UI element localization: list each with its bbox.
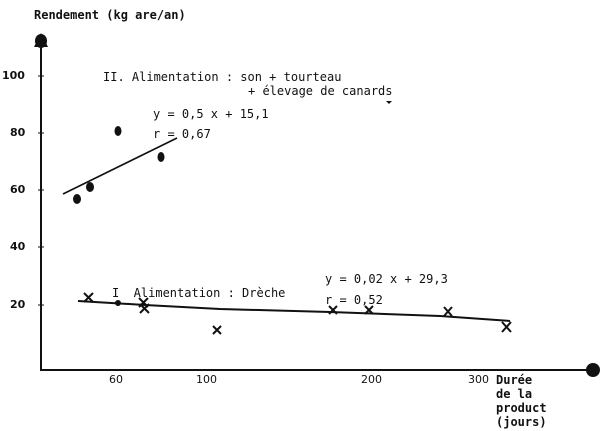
x-axis-title-line-1: Durée	[496, 373, 533, 387]
x-tick-300: 300	[468, 373, 489, 386]
y-tick-20: 20	[10, 298, 26, 311]
series-1-r: r = 0,52	[325, 293, 383, 307]
x-tick-200: 200	[361, 373, 382, 386]
x-tick-100: 100	[196, 373, 217, 386]
y-tick-100: 100	[2, 69, 25, 82]
y-axis-title: Rendement (kg are/an)	[34, 8, 186, 22]
x-tick-60: 60	[109, 373, 123, 386]
series-2-regression-line	[62, 137, 178, 195]
series-1-title: I Alimentation : Drèche	[112, 286, 286, 300]
x-axis-title-line-4: (jours)	[496, 415, 547, 429]
series-2-title-line-2: + élevage de canards	[248, 84, 393, 98]
x-axis-arrow-icon	[586, 363, 600, 377]
x-axis-title-line-3: product	[496, 401, 547, 415]
series-2-points	[73, 126, 165, 204]
y-tick-40: 40	[10, 240, 26, 253]
y-tick-80: 80	[10, 126, 26, 139]
y-tick-60: 60	[10, 183, 26, 196]
series-2-r: r = 0,67	[153, 127, 211, 141]
series-1-points	[83, 292, 512, 335]
series-2-title-line-1: II. Alimentation : son + tourteau	[103, 70, 342, 84]
series-1-equation: y = 0,02 x + 29,3	[325, 272, 448, 286]
x-axis-title-line-2: de la	[496, 387, 533, 401]
series-1-regression-line	[77, 300, 511, 322]
series-2-equation: y = 0,5 x + 15,1	[153, 107, 269, 121]
